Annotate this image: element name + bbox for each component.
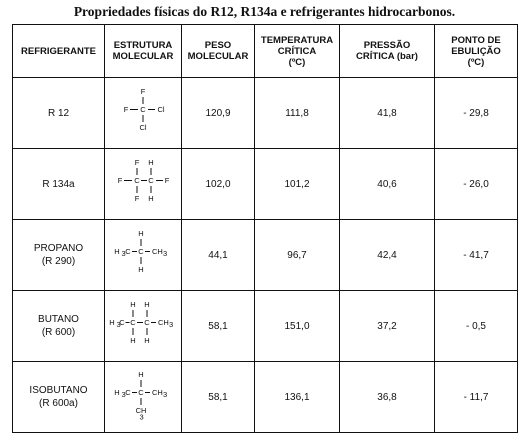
table-row: BUTANO (R 600) H H H 3 C C	[12, 290, 518, 362]
temperatura-value: 136,1	[254, 361, 340, 433]
molecular-structure: H H 3 C C CH 3 CH 3	[104, 361, 182, 433]
refrigerant-name: ISOBUTANO (R 600a)	[12, 361, 105, 433]
table-row: R 134a F H F C C F	[12, 148, 518, 220]
pressao-value: 41,8	[339, 77, 435, 149]
svg-text:F: F	[165, 176, 170, 185]
svg-text:F: F	[124, 105, 129, 114]
peso-value: 58,1	[181, 290, 255, 362]
svg-text:3: 3	[169, 320, 173, 329]
pressao-value: 42,4	[339, 219, 435, 291]
temperatura-value: 151,0	[254, 290, 340, 362]
svg-text:C: C	[130, 318, 136, 327]
svg-text:C: C	[125, 388, 131, 397]
butano-structure: H H H 3 C C C CH 3	[107, 298, 179, 352]
table-title: Propriedades físicas do R12, R134a e ref…	[73, 4, 456, 19]
peso-value: 120,9	[181, 77, 255, 149]
propano-structure: H H 3 C C CH 3 H	[110, 227, 176, 281]
svg-text:Cl: Cl	[139, 123, 146, 132]
ebulicao-value: - 29,8	[434, 77, 518, 149]
svg-text:C: C	[144, 318, 150, 327]
svg-text:Cl: Cl	[157, 105, 164, 114]
molecular-structure: F F C Cl Cl	[104, 77, 182, 149]
svg-text:CH: CH	[152, 388, 163, 397]
svg-text:3: 3	[122, 390, 126, 399]
svg-text:C: C	[138, 247, 144, 256]
molecular-structure: H H 3 C C CH 3 H	[104, 219, 182, 291]
ebulicao-value: - 0,5	[434, 290, 518, 362]
svg-text:H: H	[138, 370, 143, 379]
svg-text:H: H	[130, 300, 135, 309]
svg-text:H: H	[109, 318, 114, 327]
svg-text:F: F	[141, 87, 146, 96]
svg-text:C: C	[138, 388, 144, 397]
svg-text:3: 3	[163, 249, 167, 258]
temperatura-value: 96,7	[254, 219, 340, 291]
pressao-value: 37,2	[339, 290, 435, 362]
svg-text:3: 3	[140, 412, 144, 421]
header-refrigerante: REFRIGERANTE	[12, 24, 105, 78]
refrigerant-name: PROPANO (R 290)	[12, 219, 105, 291]
svg-text:3: 3	[122, 249, 126, 258]
svg-text:H: H	[114, 247, 119, 256]
refrigerant-name: R 12	[12, 77, 105, 149]
svg-text:C: C	[148, 176, 154, 185]
svg-text:C: C	[140, 105, 146, 114]
svg-text:H: H	[138, 265, 143, 274]
header-row: REFRIGERANTE ESTRUTURA MOLECULAR PESO MO…	[12, 24, 518, 78]
r12-structure: F F C Cl Cl	[113, 85, 173, 139]
svg-text:C: C	[125, 247, 131, 256]
ebulicao-value: - 11,7	[434, 361, 518, 433]
svg-text:CH: CH	[136, 406, 147, 415]
properties-table: REFRIGERANTE ESTRUTURA MOLECULAR PESO MO…	[12, 24, 518, 433]
header-ponto-ebulicao: PONTO DE EBULIÇÃO (ºC)	[434, 24, 518, 78]
temperatura-value: 101,2	[254, 148, 340, 220]
table-row: ISOBUTANO (R 600a) H H 3 C C CH 3	[12, 361, 518, 433]
svg-text:C: C	[119, 318, 125, 327]
svg-text:F: F	[135, 194, 140, 203]
isobutano-structure: H H 3 C C CH 3 CH 3	[110, 368, 176, 424]
ebulicao-value: - 41,7	[434, 219, 518, 291]
svg-text:H: H	[114, 388, 119, 397]
svg-text:H: H	[148, 158, 153, 167]
svg-text:H: H	[144, 300, 149, 309]
r134a-structure: F H F C C F F H	[110, 156, 176, 210]
header-temperatura-critica: TEMPERATURA CRÍTICA (ºC)	[254, 24, 340, 78]
header-pressao-critica: PRESSÃO CRÍTICA (bar)	[339, 24, 435, 78]
ebulicao-value: - 26,0	[434, 148, 518, 220]
table-row: PROPANO (R 290) H H 3 C C CH 3	[12, 219, 518, 291]
svg-text:F: F	[135, 158, 140, 167]
svg-text:H: H	[130, 336, 135, 345]
svg-text:3: 3	[117, 320, 121, 329]
svg-text:CH: CH	[158, 318, 169, 327]
pressao-value: 40,6	[339, 148, 435, 220]
molecular-structure: F H F C C F F H	[104, 148, 182, 220]
svg-text:H: H	[148, 194, 153, 203]
svg-text:CH: CH	[152, 247, 163, 256]
header-estrutura-molecular: ESTRUTURA MOLECULAR	[104, 24, 182, 78]
peso-value: 102,0	[181, 148, 255, 220]
header-peso-molecular: PESO MOLECULAR	[181, 24, 255, 78]
svg-text:3: 3	[163, 390, 167, 399]
svg-text:C: C	[134, 176, 140, 185]
temperatura-value: 111,8	[254, 77, 340, 149]
svg-text:F: F	[118, 176, 123, 185]
svg-text:H: H	[144, 336, 149, 345]
peso-value: 58,1	[181, 361, 255, 433]
refrigerant-name: BUTANO (R 600)	[12, 290, 105, 362]
molecular-structure: H H H 3 C C C CH 3	[104, 290, 182, 362]
refrigerant-name: R 134a	[12, 148, 105, 220]
peso-value: 44,1	[181, 219, 255, 291]
pressao-value: 36,8	[339, 361, 435, 433]
svg-text:H: H	[138, 229, 143, 238]
table-row: R 12 F F C Cl Cl 120,	[12, 77, 518, 149]
